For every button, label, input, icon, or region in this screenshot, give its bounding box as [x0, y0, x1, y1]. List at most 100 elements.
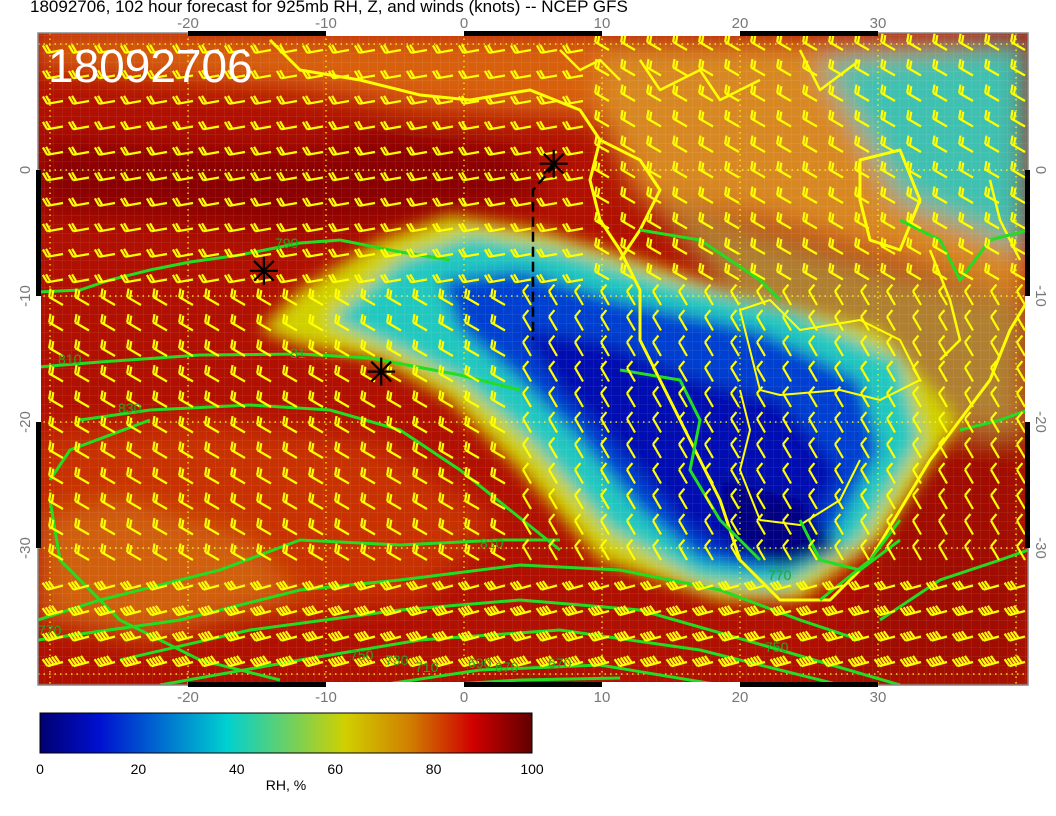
wind-barb: [509, 655, 532, 668]
wind-barb: [613, 605, 636, 617]
contour-label: 750: [765, 639, 789, 655]
wind-barb: [704, 309, 714, 332]
wind-barb: [743, 630, 766, 642]
wind-barb: [1010, 58, 1026, 77]
wind-barb: [223, 605, 246, 617]
wind-barb: [795, 580, 818, 591]
lat-tick-label-left: 0: [17, 166, 34, 174]
wind-barb: [256, 415, 272, 434]
wind-barb: [67, 95, 90, 105]
wind-barb: [860, 385, 870, 408]
wind-barb: [464, 492, 480, 510]
wind-barb: [639, 580, 662, 591]
wind-barb: [1003, 655, 1026, 668]
wind-barb: [256, 466, 272, 485]
wind-barb: [509, 273, 532, 284]
wind-barb: [932, 58, 948, 77]
wind-barb: [464, 543, 480, 561]
wind-barb: [561, 273, 584, 284]
wind-barb: [386, 543, 402, 561]
colorbar-tick-label: 40: [229, 761, 245, 777]
wind-barb: [464, 313, 480, 332]
wind-barb: [249, 222, 272, 233]
wind-barb: [899, 580, 922, 591]
wind-barb: [899, 605, 922, 617]
wind-barb: [730, 309, 740, 332]
wind-barb: [522, 462, 532, 485]
wind-barb: [990, 385, 1000, 408]
wind-barb: [379, 222, 402, 233]
wind-barb: [574, 309, 584, 332]
contour-label: 730: [385, 652, 409, 668]
wind-barb: [535, 273, 558, 284]
wind-barb: [769, 655, 792, 668]
wind-barb: [756, 436, 766, 459]
wind-barb: [951, 580, 974, 591]
wind-barb: [834, 334, 844, 357]
wind-barb: [93, 605, 116, 617]
wind-barb: [256, 543, 272, 561]
wind-barb: [730, 538, 740, 561]
wind-barb: [984, 33, 1000, 51]
wind-barb: [834, 385, 844, 408]
wind-barb: [204, 492, 220, 510]
wind-barb: [620, 160, 636, 179]
wind-barb: [1003, 630, 1026, 642]
wind-barb: [626, 462, 636, 485]
wind-barb: [126, 364, 142, 383]
colorbar-ticks: 0 20 40 60 80 100: [36, 761, 544, 777]
wind-barb: [672, 109, 688, 128]
wind-barb: [41, 44, 64, 54]
wind-barb: [854, 211, 870, 230]
wind-barb: [808, 462, 818, 485]
wind-barb: [275, 44, 298, 54]
wind-barb: [197, 630, 220, 642]
wind-barb: [782, 436, 792, 459]
wind-barb: [483, 69, 506, 80]
wind-barb: [652, 513, 662, 536]
wind-barb: [171, 69, 194, 80]
lon-tick-label-bottom: -10: [315, 689, 337, 706]
wind-barb: [561, 44, 584, 54]
wind-barb: [561, 120, 584, 131]
wind-barb: [776, 160, 792, 179]
wind-barb: [405, 580, 428, 591]
wind-barb: [386, 441, 402, 459]
wind-barb: [626, 385, 636, 408]
wind-barb: [379, 69, 402, 80]
wind-barb: [41, 248, 64, 258]
wind-barb: [197, 95, 220, 105]
wind-barb: [802, 135, 818, 153]
wind-barb: [509, 69, 532, 80]
wind-barb: [678, 513, 688, 536]
wind-barb: [984, 237, 1000, 255]
wind-barb: [230, 364, 246, 383]
wind-barb: [282, 415, 298, 434]
wind-barb: [223, 580, 246, 591]
wind-barb: [67, 120, 90, 131]
lon-tick-label-bottom: -20: [177, 689, 199, 706]
wind-barb: [724, 160, 740, 179]
wind-barb: [782, 462, 792, 485]
wind-barb: [256, 441, 272, 459]
wind-barb: [724, 262, 740, 281]
wind-barb: [152, 313, 168, 332]
wind-barb: [984, 135, 1000, 153]
wind-barb: [782, 538, 792, 561]
wind-barb: [379, 120, 402, 131]
wind-barb: [256, 288, 272, 306]
wind-barb: [886, 538, 896, 561]
wind-barb: [646, 186, 662, 204]
scale-segment: [464, 682, 602, 687]
wind-barb: [126, 415, 142, 434]
colorbar-tick-label: 60: [327, 761, 343, 777]
wind-barb: [223, 69, 246, 80]
wind-barb: [535, 580, 558, 591]
wind-barb: [1010, 211, 1026, 230]
wind-barb: [938, 513, 948, 536]
wind-barb: [67, 44, 90, 54]
wind-barb: [204, 441, 220, 459]
contour-label: 750: [350, 647, 374, 663]
wind-barb: [353, 580, 376, 591]
wind-barb: [873, 580, 896, 591]
